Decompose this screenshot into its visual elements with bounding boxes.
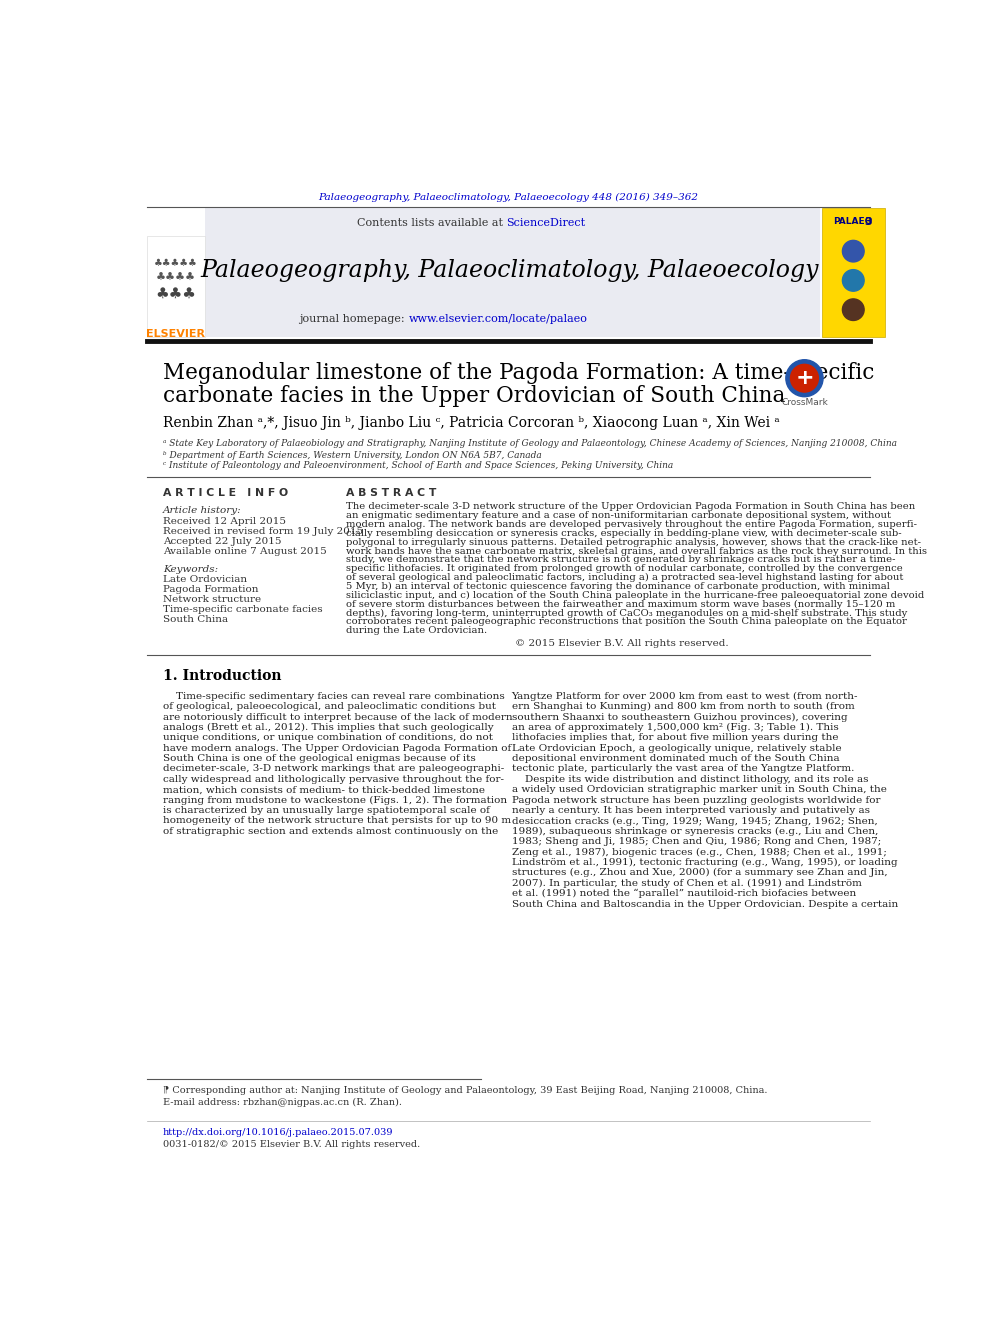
Text: ScienceDirect: ScienceDirect	[506, 218, 585, 229]
Bar	[205, 208, 820, 337]
Text: journal homepage:: journal homepage:	[300, 314, 409, 324]
Text: nearly a century. It has been interpreted variously and putatively as: nearly a century. It has been interprete…	[512, 806, 870, 815]
Circle shape	[791, 364, 818, 392]
Text: are notoriously difficult to interpret because of the lack of modern: are notoriously difficult to interpret b…	[163, 713, 513, 721]
Circle shape	[786, 360, 823, 397]
Text: Pagoda network structure has been puzzling geologists worldwide for: Pagoda network structure has been puzzli…	[512, 795, 880, 804]
Bar	[147, 235, 205, 337]
Text: during the Late Ordovician.: during the Late Ordovician.	[346, 626, 487, 635]
Text: Zeng et al., 1987), biogenic traces (e.g., Chen, 1988; Chen et al., 1991;: Zeng et al., 1987), biogenic traces (e.g…	[512, 848, 887, 857]
Text: Late Ordovician: Late Ordovician	[163, 576, 247, 585]
Text: Palaeogeography, Palaeoclimatology, Palaeoecology: Palaeogeography, Palaeoclimatology, Pala…	[200, 259, 818, 282]
Text: 2007). In particular, the study of Chen et al. (1991) and Lindström: 2007). In particular, the study of Chen …	[512, 878, 861, 888]
Text: Lindström et al., 1991), tectonic fracturing (e.g., Wang, 1995), or loading: Lindström et al., 1991), tectonic fractu…	[512, 859, 897, 867]
Text: 0031-0182/© 2015 Elsevier B.V. All rights reserved.: 0031-0182/© 2015 Elsevier B.V. All right…	[163, 1140, 420, 1148]
Text: CrossMark: CrossMark	[781, 398, 828, 407]
Text: depths), favoring long-term, uninterrupted growth of CaCO₃ meganodules on a mid-: depths), favoring long-term, uninterrupt…	[346, 609, 908, 618]
Text: carbonate facies in the Upper Ordovician of South China: carbonate facies in the Upper Ordovician…	[163, 385, 785, 407]
Text: 1989), subaqueous shrinkage or syneresis cracks (e.g., Liu and Chen,: 1989), subaqueous shrinkage or syneresis…	[512, 827, 878, 836]
Text: A B S T R A C T: A B S T R A C T	[346, 488, 436, 497]
Text: study, we demonstrate that the network structure is not generated by shrinkage c: study, we demonstrate that the network s…	[346, 556, 896, 565]
Text: ranging from mudstone to wackestone (Figs. 1, 2). The formation: ranging from mudstone to wackestone (Fig…	[163, 795, 507, 804]
Text: Time-specific carbonate facies: Time-specific carbonate facies	[163, 606, 322, 614]
Text: +: +	[796, 368, 813, 388]
Text: of severe storm disturbances between the fairweather and maximum storm wave base: of severe storm disturbances between the…	[346, 599, 896, 609]
Text: cially resembling desiccation or syneresis cracks, especially in bedding-plane v: cially resembling desiccation or syneres…	[346, 529, 902, 538]
Text: PALAEO: PALAEO	[833, 217, 873, 226]
Text: Pagoda Formation: Pagoda Formation	[163, 586, 258, 594]
Text: Contents lists available at: Contents lists available at	[356, 218, 506, 229]
Text: tectonic plate, particularly the vast area of the Yangtze Platform.: tectonic plate, particularly the vast ar…	[512, 765, 854, 774]
Text: Received 12 April 2015: Received 12 April 2015	[163, 517, 286, 527]
Text: corroborates recent paleogeographic reconstructions that position the South Chin: corroborates recent paleogeographic reco…	[346, 618, 908, 626]
Text: Accepted 22 July 2015: Accepted 22 July 2015	[163, 537, 282, 546]
Text: have modern analogs. The Upper Ordovician Pagoda Formation of: have modern analogs. The Upper Ordovicia…	[163, 744, 511, 753]
Text: ♣♣♣♣: ♣♣♣♣	[156, 273, 196, 283]
Text: © 2015 Elsevier B.V. All rights reserved.: © 2015 Elsevier B.V. All rights reserved…	[515, 639, 728, 648]
Text: 1983; Sheng and Ji, 1985; Chen and Qiu, 1986; Rong and Chen, 1987;: 1983; Sheng and Ji, 1985; Chen and Qiu, …	[512, 837, 881, 847]
Text: E-mail address: rbzhan@nigpas.ac.cn (R. Zhan).: E-mail address: rbzhan@nigpas.ac.cn (R. …	[163, 1098, 402, 1106]
Text: South China: South China	[163, 615, 228, 624]
Circle shape	[842, 299, 864, 320]
Text: cally widespread and lithologically pervasive throughout the for-: cally widespread and lithologically perv…	[163, 775, 504, 785]
Text: 5 Myr, b) an interval of tectonic quiescence favoring the dominance of carbonate: 5 Myr, b) an interval of tectonic quiesc…	[346, 582, 890, 591]
Text: Article history:: Article history:	[163, 507, 241, 515]
Text: Palaeogeography, Palaeoclimatology, Palaeoecology 448 (2016) 349–362: Palaeogeography, Palaeoclimatology, Pala…	[318, 193, 698, 202]
Text: ♣♣♣♣♣: ♣♣♣♣♣	[154, 258, 197, 269]
Text: The decimeter-scale 3-D network structure of the Upper Ordovician Pagoda Formati: The decimeter-scale 3-D network structur…	[346, 503, 916, 511]
Text: siliciclastic input, and c) location of the South China paleoplate in the hurric: siliciclastic input, and c) location of …	[346, 591, 925, 599]
Text: 3: 3	[864, 217, 872, 228]
Text: homogeneity of the network structure that persists for up to 90 m: homogeneity of the network structure tha…	[163, 816, 511, 826]
Text: Late Ordovician Epoch, a geologically unique, relatively stable: Late Ordovician Epoch, a geologically un…	[512, 744, 841, 753]
Text: modern analog. The network bands are developed pervasively throughout the entire: modern analog. The network bands are dev…	[346, 520, 918, 529]
Text: polygonal to irregularly sinuous patterns. Detailed petrographic analysis, howev: polygonal to irregularly sinuous pattern…	[346, 537, 922, 546]
Text: ᵃ State Key Laboratory of Palaeobiology and Stratigraphy, Nanjing Institute of G: ᵃ State Key Laboratory of Palaeobiology …	[163, 439, 897, 448]
Text: ELSEVIER: ELSEVIER	[147, 328, 205, 339]
Text: decimeter-scale, 3-D network markings that are paleogeographi-: decimeter-scale, 3-D network markings th…	[163, 765, 504, 774]
Text: ♣♣♣: ♣♣♣	[156, 286, 196, 302]
Text: 1. Introduction: 1. Introduction	[163, 669, 282, 683]
Text: Keywords:: Keywords:	[163, 565, 218, 574]
Text: Available online 7 August 2015: Available online 7 August 2015	[163, 546, 326, 556]
Text: southern Shaanxi to southeastern Guizhou provinces), covering: southern Shaanxi to southeastern Guizhou…	[512, 713, 847, 721]
Text: of several geological and paleoclimatic factors, including a) a protracted sea-l: of several geological and paleoclimatic …	[346, 573, 904, 582]
Text: ᵇ Department of Earth Sciences, Western University, London ON N6A 5B7, Canada: ᵇ Department of Earth Sciences, Western …	[163, 451, 542, 459]
Text: ᶜ Institute of Paleontology and Paleoenvironment, School of Earth and Space Scie: ᶜ Institute of Paleontology and Paleoenv…	[163, 462, 673, 471]
Text: specific lithofacies. It originated from prolonged growth of nodular carbonate, : specific lithofacies. It originated from…	[346, 565, 903, 573]
Text: an area of approximately 1,500,000 km² (Fig. 3; Table 1). This: an area of approximately 1,500,000 km² (…	[512, 722, 838, 732]
Bar	[821, 208, 885, 337]
Text: http://dx.doi.org/10.1016/j.palaeo.2015.07.039: http://dx.doi.org/10.1016/j.palaeo.2015.…	[163, 1129, 393, 1138]
Text: Yangtze Platform for over 2000 km from east to west (from north-: Yangtze Platform for over 2000 km from e…	[512, 692, 858, 701]
Text: www.elsevier.com/locate/palaeo: www.elsevier.com/locate/palaeo	[409, 314, 587, 324]
Text: Despite its wide distribution and distinct lithology, and its role as: Despite its wide distribution and distin…	[512, 775, 868, 785]
Text: unique conditions, or unique combination of conditions, do not: unique conditions, or unique combination…	[163, 733, 493, 742]
Circle shape	[842, 241, 864, 262]
Text: et al. (1991) noted the “parallel” nautiloid-rich biofacies between: et al. (1991) noted the “parallel” nauti…	[512, 889, 856, 898]
Text: structures (e.g., Zhou and Xue, 2000) (for a summary see Zhan and Jin,: structures (e.g., Zhou and Xue, 2000) (f…	[512, 868, 887, 877]
Text: a widely used Ordovician stratigraphic marker unit in South China, the: a widely used Ordovician stratigraphic m…	[512, 786, 887, 794]
Circle shape	[842, 270, 864, 291]
Text: depositional environment dominated much of the South China: depositional environment dominated much …	[512, 754, 839, 763]
Text: Renbin Zhan ᵃ,*, Jisuo Jin ᵇ, Jianbo Liu ᶜ, Patricia Corcoran ᵇ, Xiaocong Luan ᵃ: Renbin Zhan ᵃ,*, Jisuo Jin ᵇ, Jianbo Liu…	[163, 415, 780, 430]
Text: of stratigraphic section and extends almost continuously on the: of stratigraphic section and extends alm…	[163, 827, 498, 836]
Text: Received in revised form 19 July 2015: Received in revised form 19 July 2015	[163, 527, 363, 536]
Text: South China is one of the geological enigmas because of its: South China is one of the geological eni…	[163, 754, 475, 763]
Text: ern Shanghai to Kunming) and 800 km from north to south (from: ern Shanghai to Kunming) and 800 km from…	[512, 703, 854, 712]
Text: is characterized by an unusually large spatiotemporal scale of: is characterized by an unusually large s…	[163, 806, 490, 815]
Text: Time-specific sedimentary facies can reveal rare combinations: Time-specific sedimentary facies can rev…	[163, 692, 505, 701]
Text: work bands have the same carbonate matrix, skeletal grains, and overall fabrics : work bands have the same carbonate matri…	[346, 546, 928, 556]
Text: mation, which consists of medium- to thick-bedded limestone: mation, which consists of medium- to thi…	[163, 786, 485, 794]
Text: Network structure: Network structure	[163, 595, 261, 605]
Text: desiccation cracks (e.g., Ting, 1929; Wang, 1945; Zhang, 1962; Shen,: desiccation cracks (e.g., Ting, 1929; Wa…	[512, 816, 877, 826]
Text: of geological, paleoecological, and paleoclimatic conditions but: of geological, paleoecological, and pale…	[163, 703, 496, 712]
Text: A R T I C L E   I N F O: A R T I C L E I N F O	[163, 488, 288, 497]
Text: analogs (Brett et al., 2012). This implies that such geologically: analogs (Brett et al., 2012). This impli…	[163, 722, 493, 732]
Text: lithofacies implies that, for about five million years during the: lithofacies implies that, for about five…	[512, 733, 838, 742]
Text: an enigmatic sedimentary feature and a case of non-uniformitarian carbonate depo: an enigmatic sedimentary feature and a c…	[346, 511, 892, 520]
Text: ⁋ Corresponding author at: Nanjing Institute of Geology and Palaeontology, 39 Ea: ⁋ Corresponding author at: Nanjing Insti…	[163, 1086, 767, 1095]
Text: South China and Baltoscandia in the Upper Ordovician. Despite a certain: South China and Baltoscandia in the Uppe…	[512, 900, 898, 909]
Text: Meganodular limestone of the Pagoda Formation: A time-specific: Meganodular limestone of the Pagoda Form…	[163, 361, 874, 384]
